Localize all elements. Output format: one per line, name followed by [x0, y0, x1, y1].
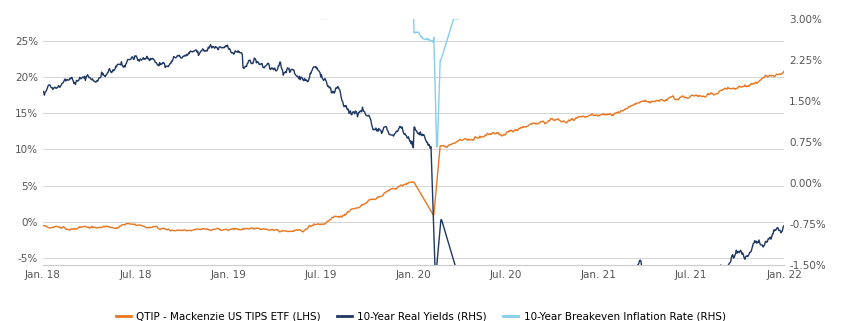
Legend: QTIP - Mackenzie US TIPS ETF (LHS), 10-Year Real Yields (RHS), 10-Year Breakeven: QTIP - Mackenzie US TIPS ETF (LHS), 10-Y…: [111, 307, 730, 321]
